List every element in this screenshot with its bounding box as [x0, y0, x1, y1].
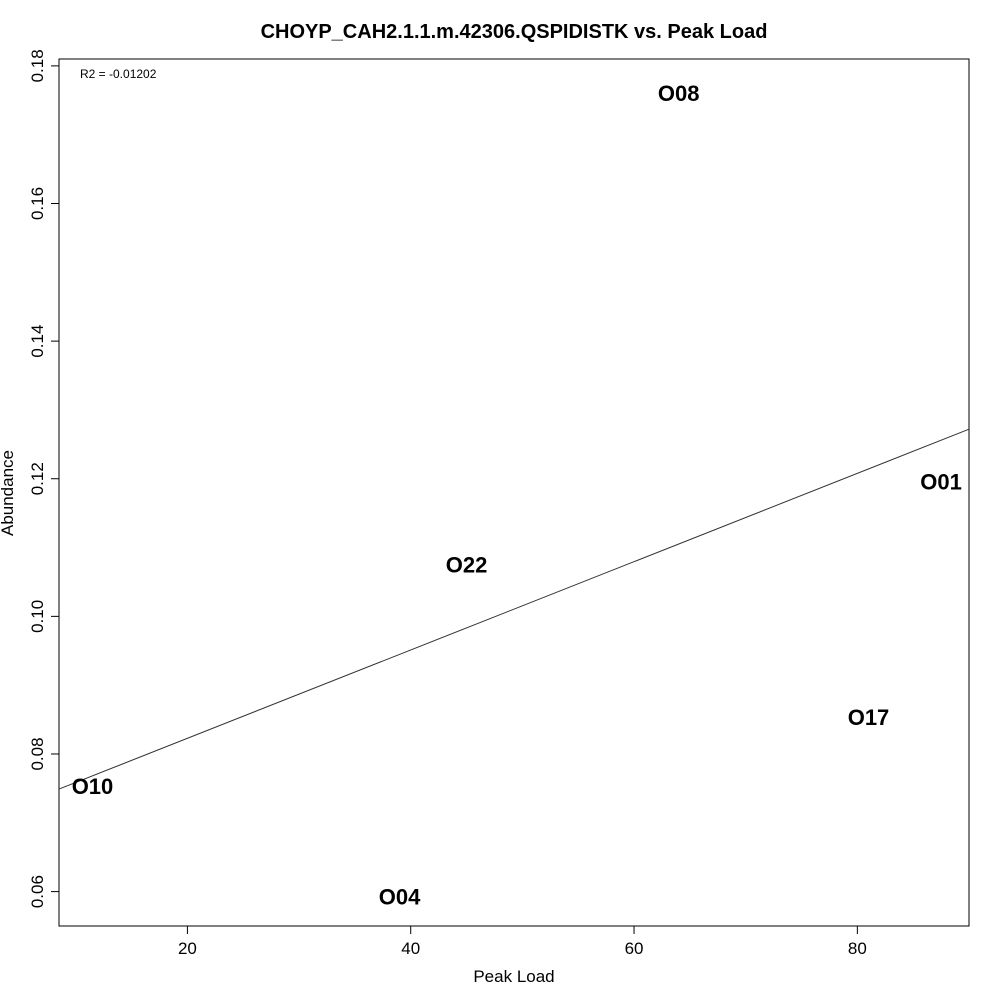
fit-line-layer: [58, 428, 970, 790]
y-tick-label: 0.08: [28, 737, 47, 770]
regression-line: [58, 428, 970, 790]
plot-frame: [58, 58, 970, 927]
point-label-o10: O10: [72, 774, 114, 799]
y-axis-label: Abundance: [0, 450, 17, 536]
x-tick-label: 60: [625, 939, 644, 958]
y-tick-label: 0.06: [28, 875, 47, 908]
x-axis-label: Peak Load: [473, 967, 554, 986]
x-tick-label: 80: [848, 939, 867, 958]
point-label-o17: O17: [848, 705, 890, 730]
y-tick-label: 0.14: [28, 325, 47, 358]
y-tick-label: 0.18: [28, 49, 47, 82]
point-label-o04: O04: [379, 885, 421, 910]
y-tick-label: 0.12: [28, 462, 47, 495]
y-axis: 0.06 0.08 0.10 0.12 0.14 0.16 0.18: [28, 49, 59, 908]
point-label-o22: O22: [446, 552, 488, 577]
r2-annotation: R2 = -0.01202: [80, 67, 157, 81]
points-layer: O08 O01 O22 O17 O10 O04: [72, 81, 962, 910]
x-tick-label: 20: [178, 939, 197, 958]
point-label-o08: O08: [658, 81, 700, 106]
y-tick-label: 0.16: [28, 187, 47, 220]
point-label-o01: O01: [920, 470, 962, 495]
chart-title: CHOYP_CAH2.1.1.m.42306.QSPIDISTK vs. Pea…: [261, 21, 768, 43]
x-axis: 20 40 60 80: [178, 926, 867, 958]
x-tick-label: 40: [401, 939, 420, 958]
y-tick-label: 0.10: [28, 600, 47, 633]
